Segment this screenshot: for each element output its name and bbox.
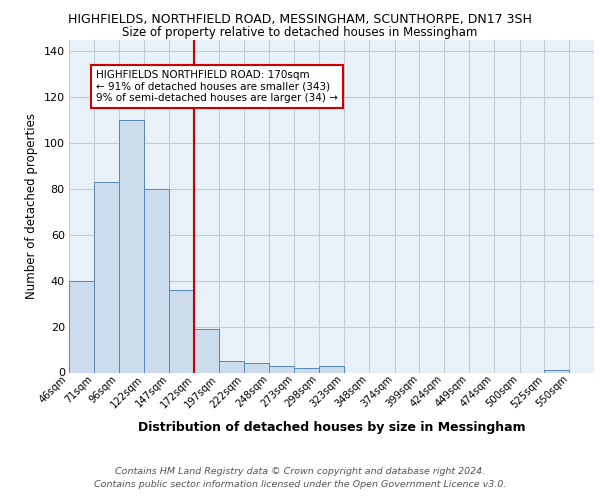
Text: Contains public sector information licensed under the Open Government Licence v3: Contains public sector information licen…	[94, 480, 506, 489]
Bar	[194, 329, 219, 372]
Bar	[544, 370, 569, 372]
Bar	[319, 366, 344, 372]
Bar	[169, 290, 194, 372]
Bar	[119, 120, 145, 372]
Bar	[219, 361, 244, 372]
Bar	[269, 366, 294, 372]
Text: Contains HM Land Registry data © Crown copyright and database right 2024.: Contains HM Land Registry data © Crown c…	[115, 467, 485, 476]
Bar	[69, 281, 94, 372]
Y-axis label: Number of detached properties: Number of detached properties	[25, 114, 38, 299]
X-axis label: Distribution of detached houses by size in Messingham: Distribution of detached houses by size …	[137, 420, 526, 434]
Bar	[145, 189, 169, 372]
Bar	[94, 182, 119, 372]
Text: HIGHFIELDS NORTHFIELD ROAD: 170sqm
← 91% of detached houses are smaller (343)
9%: HIGHFIELDS NORTHFIELD ROAD: 170sqm ← 91%…	[96, 70, 338, 103]
Bar	[294, 368, 319, 372]
Text: Size of property relative to detached houses in Messingham: Size of property relative to detached ho…	[122, 26, 478, 39]
Text: HIGHFIELDS, NORTHFIELD ROAD, MESSINGHAM, SCUNTHORPE, DN17 3SH: HIGHFIELDS, NORTHFIELD ROAD, MESSINGHAM,…	[68, 12, 532, 26]
Bar	[244, 364, 269, 372]
